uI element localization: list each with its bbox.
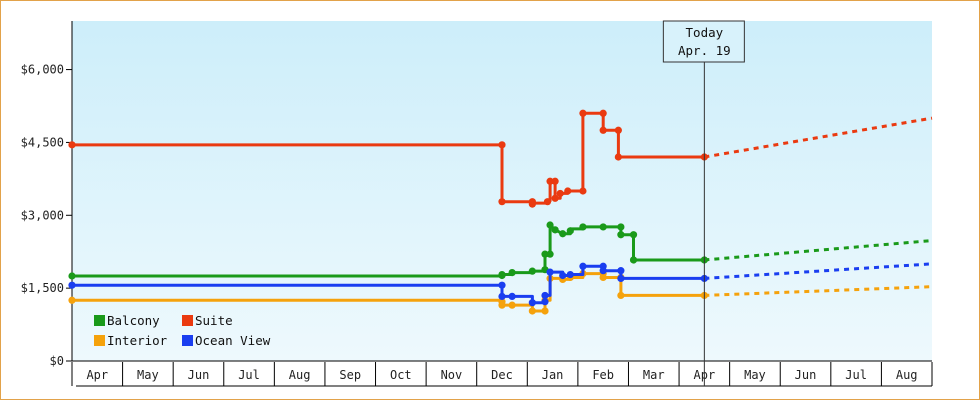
data-point[interactable] (528, 267, 536, 275)
x-tick-label: Dec (491, 368, 513, 382)
x-tick-label: Aug (289, 368, 311, 382)
data-point[interactable] (68, 141, 76, 149)
x-tick-label: Oct (390, 368, 412, 382)
y-tick-label: $1,500 (21, 281, 64, 295)
series-balcony (68, 221, 933, 280)
data-point[interactable] (556, 189, 564, 198)
data-point[interactable] (617, 231, 625, 239)
x-tick-label: Apr (86, 368, 108, 382)
data-point[interactable] (528, 307, 536, 315)
today-callout (662, 20, 745, 63)
data-point[interactable] (68, 296, 76, 304)
data-point[interactable] (599, 126, 607, 134)
forecast-line-ocean-view (704, 262, 933, 280)
data-point[interactable] (528, 200, 536, 208)
y-tick-label: $3,000 (21, 208, 64, 222)
legend-label-ocean-view: Ocean View (195, 333, 271, 348)
data-point[interactable] (579, 223, 587, 231)
data-point[interactable] (564, 187, 572, 195)
data-point[interactable] (498, 198, 506, 206)
x-tick-label: Jul (238, 368, 260, 382)
data-point[interactable] (546, 221, 554, 229)
data-point[interactable] (551, 226, 559, 234)
x-tick-label: Feb (592, 368, 614, 382)
data-point[interactable] (579, 262, 587, 270)
data-point[interactable] (68, 272, 76, 280)
legend-label-interior: Interior (107, 333, 168, 348)
x-tick-label: Jul (845, 368, 867, 382)
data-point[interactable] (629, 231, 638, 239)
today-label: Today (686, 25, 724, 40)
data-point[interactable] (617, 274, 625, 283)
data-point[interactable] (498, 270, 506, 279)
forecast-line-balcony (704, 239, 933, 262)
y-tick-label: $6,000 (21, 63, 64, 77)
data-point[interactable] (614, 153, 622, 161)
legend-swatch-ocean-view (182, 335, 193, 346)
data-point[interactable] (599, 267, 607, 275)
x-tick-label: Aug (896, 368, 918, 382)
forecast-line-suite (704, 116, 933, 159)
data-point[interactable] (599, 273, 607, 282)
data-point[interactable] (566, 270, 574, 279)
data-point[interactable] (579, 109, 587, 117)
data-point[interactable] (614, 126, 622, 134)
x-tick-label: May (137, 368, 159, 382)
data-point[interactable] (579, 187, 587, 195)
y-tick-label: $0 (50, 354, 64, 368)
today-date: Apr. 19 (678, 43, 731, 58)
data-point[interactable] (559, 271, 567, 280)
data-point[interactable] (543, 198, 552, 206)
x-tick-label: Nov (441, 368, 463, 382)
data-point[interactable] (541, 307, 549, 315)
data-point[interactable] (498, 301, 506, 309)
data-point[interactable] (617, 223, 625, 231)
data-point[interactable] (617, 291, 625, 300)
data-point[interactable] (629, 256, 638, 264)
data-point[interactable] (498, 141, 506, 149)
data-point[interactable] (508, 301, 516, 309)
x-tick-label: Sep (339, 368, 361, 382)
data-point[interactable] (551, 177, 559, 185)
x-tick-label: Mar (643, 368, 665, 382)
data-point[interactable] (559, 230, 567, 238)
x-tick-label: Jun (188, 368, 210, 382)
x-tick-label: May (744, 368, 766, 382)
legend-label-suite: Suite (195, 313, 233, 328)
legend-swatch-balcony (94, 315, 105, 326)
legend-label-balcony: Balcony (107, 313, 160, 328)
data-point[interactable] (498, 281, 506, 289)
legend-swatch-suite (182, 315, 193, 326)
data-point[interactable] (541, 298, 549, 306)
data-point[interactable] (546, 250, 554, 258)
data-point[interactable] (508, 292, 516, 300)
data-point[interactable] (617, 267, 625, 275)
data-point[interactable] (566, 227, 574, 235)
data-point[interactable] (541, 250, 549, 258)
forecast-line-interior (704, 285, 933, 297)
legend-swatch-interior (94, 335, 105, 346)
data-point[interactable] (508, 269, 516, 277)
data-point[interactable] (546, 268, 554, 276)
series-ocean-view (68, 262, 933, 307)
x-tick-label: Jan (542, 368, 564, 382)
y-tick-label: $4,500 (21, 135, 64, 149)
data-point[interactable] (528, 299, 536, 307)
data-point[interactable] (498, 292, 506, 300)
x-tick-label: Jun (795, 368, 817, 382)
data-point[interactable] (541, 291, 549, 300)
data-point[interactable] (546, 177, 554, 185)
series-suite (68, 109, 933, 208)
data-point[interactable] (599, 223, 607, 231)
data-point[interactable] (599, 109, 607, 117)
data-point[interactable] (68, 281, 76, 289)
data-point[interactable] (551, 194, 559, 202)
